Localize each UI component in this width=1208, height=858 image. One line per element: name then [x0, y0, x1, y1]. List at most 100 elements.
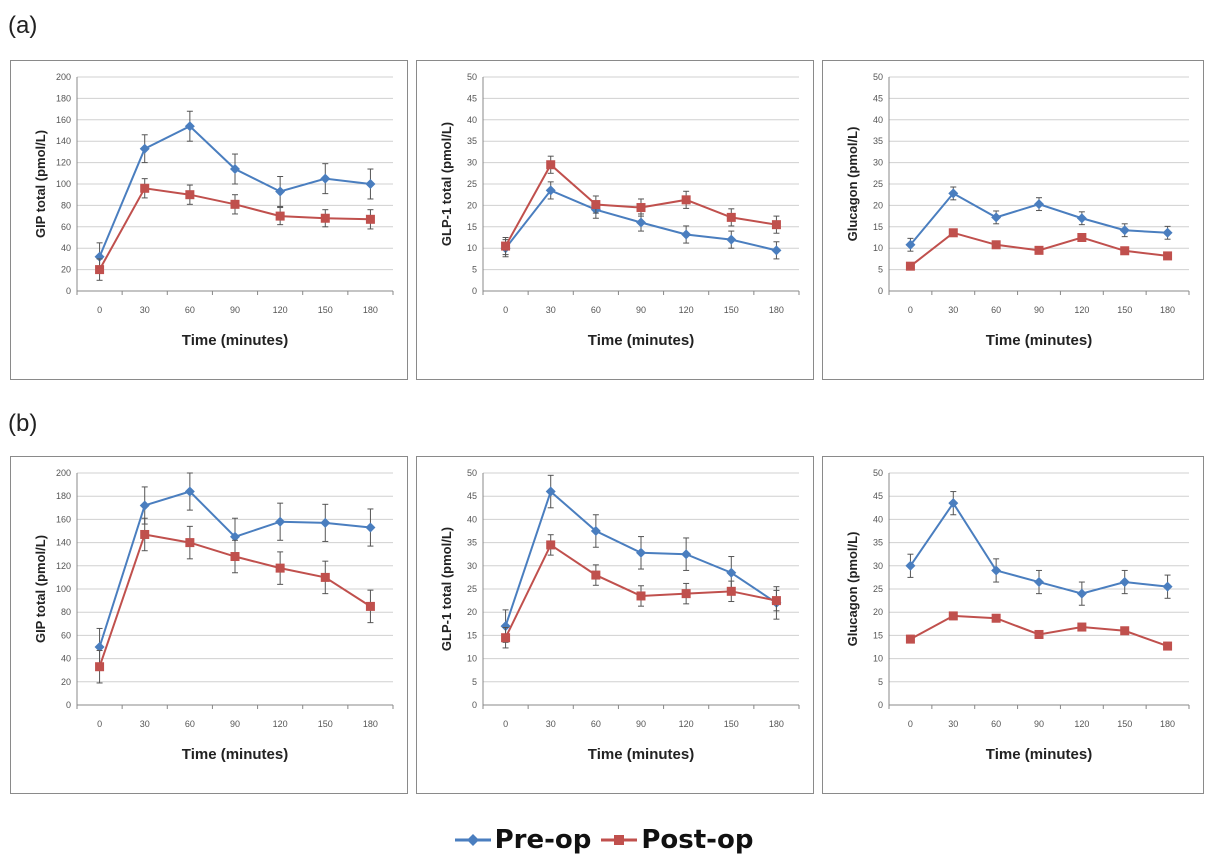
legend-marker-pre-op	[454, 834, 491, 846]
y-tick-label: 80	[61, 200, 71, 210]
data-point-pre-op	[948, 188, 959, 199]
data-point-post-op	[140, 529, 150, 539]
y-tick-label: 5	[472, 265, 477, 275]
chart-svg: 0 20 40 60 80 100 120 140 160 180 200 0 30 60 90 120 150…	[33, 468, 394, 763]
data-point-post-op	[140, 183, 150, 193]
chart-a-gip: 0 20 40 60 80 100 120 140 160 180 200 0 30 60 90 120 150…	[10, 60, 408, 380]
data-point-post-op	[1077, 622, 1087, 632]
x-tick-label: 0	[908, 719, 913, 729]
data-point-pre-op	[1076, 213, 1087, 224]
data-point-pre-op	[320, 173, 331, 184]
x-tick-label: 120	[273, 305, 288, 315]
data-point-pre-op	[184, 121, 195, 132]
y-tick-label: 30	[873, 158, 883, 168]
y-tick-label: 160	[56, 115, 71, 125]
y-tick-label: 25	[467, 584, 477, 594]
y-tick-label: 0	[472, 700, 477, 710]
y-tick-label: 15	[467, 222, 477, 232]
data-point-post-op	[771, 596, 781, 606]
legend-item-pre-op: Pre-op	[454, 825, 591, 855]
y-tick-label: 40	[467, 514, 477, 524]
x-tick-label: 90	[1034, 719, 1044, 729]
chart-svg: 0 5 10 15 20 25 30 35 40 45 50 0 30 60 90 120 150 180 Time…	[439, 72, 800, 349]
x-tick-label: 60	[991, 305, 1001, 315]
x-axis-title: Time (minutes)	[588, 746, 694, 763]
x-tick-label: 60	[591, 305, 601, 315]
x-tick-label: 180	[363, 305, 378, 315]
data-point-post-op	[185, 538, 195, 548]
data-point-pre-op	[230, 531, 240, 542]
x-tick-label: 120	[679, 305, 694, 315]
data-point-pre-op	[94, 251, 105, 262]
x-tick-label: 0	[97, 719, 102, 729]
data-point-post-op	[1034, 245, 1044, 255]
data-point-pre-op	[1034, 199, 1044, 210]
x-tick-label: 60	[185, 305, 195, 315]
y-tick-label: 60	[61, 630, 71, 640]
x-tick-label: 180	[769, 719, 784, 729]
x-tick-label: 30	[140, 305, 150, 315]
data-point-pre-op	[991, 565, 1002, 576]
x-tick-label: 30	[140, 719, 150, 729]
data-point-pre-op	[1119, 225, 1130, 236]
y-tick-label: 0	[66, 700, 71, 710]
data-point-post-op	[1163, 251, 1173, 261]
y-tick-label: 35	[467, 136, 477, 146]
legend-label-post-op: Post-op	[641, 825, 754, 855]
data-point-post-op	[771, 220, 781, 230]
data-point-post-op	[681, 195, 691, 205]
y-tick-label: 15	[873, 630, 883, 640]
x-tick-label: 150	[318, 719, 333, 729]
x-tick-label: 90	[636, 305, 646, 315]
y-tick-label: 30	[467, 158, 477, 168]
x-tick-label: 0	[503, 719, 508, 729]
data-point-post-op	[1163, 641, 1173, 651]
y-tick-label: 25	[467, 179, 477, 189]
chart-b-glp1: 0 5 10 15 20 25 30 35 40 45 50 0 30 60 90 120 150 180 Time…	[416, 456, 814, 794]
y-tick-label: 30	[873, 561, 883, 571]
data-point-pre-op	[275, 186, 286, 197]
y-tick-label: 10	[467, 654, 477, 664]
y-tick-label: 80	[61, 607, 71, 617]
x-tick-label: 60	[185, 719, 195, 729]
data-point-post-op	[1077, 233, 1087, 242]
data-point-post-op	[365, 601, 375, 611]
data-point-pre-op	[905, 239, 916, 250]
data-point-post-op	[275, 211, 285, 221]
x-tick-label: 60	[591, 719, 601, 729]
y-tick-label: 0	[878, 700, 883, 710]
data-point-post-op	[230, 199, 240, 209]
y-tick-label: 120	[56, 158, 71, 168]
y-axis-title: GIP total (pmol/L)	[33, 535, 48, 643]
data-point-pre-op	[365, 522, 376, 533]
data-point-post-op	[95, 265, 105, 275]
data-point-post-op	[546, 160, 556, 170]
y-tick-label: 0	[878, 286, 883, 296]
x-tick-label: 30	[546, 305, 556, 315]
x-axis-title: Time (minutes)	[986, 332, 1092, 349]
data-point-pre-op	[320, 517, 331, 528]
data-point-post-op	[185, 190, 195, 200]
data-point-post-op	[948, 611, 958, 621]
y-tick-label: 0	[66, 286, 71, 296]
y-axis-title: GLP-1 total (pmol/L)	[439, 527, 454, 651]
chart-a-glucagon: 0 5 10 15 20 25 30 35 40 45 50 0 30 60 90 120 150 180 Time…	[822, 60, 1204, 380]
data-point-pre-op	[771, 245, 782, 256]
data-point-post-op	[501, 241, 511, 251]
y-tick-label: 45	[873, 491, 883, 501]
data-point-post-op	[546, 540, 556, 550]
y-axis-title: GLP-1 total (pmol/L)	[439, 122, 454, 246]
y-tick-label: 10	[873, 243, 883, 253]
x-tick-label: 90	[1034, 305, 1044, 315]
y-tick-label: 200	[56, 468, 71, 478]
chart-svg: 0 5 10 15 20 25 30 35 40 45 50 0 30 60 90 120 150 180 Time…	[845, 72, 1190, 349]
x-tick-label: 0	[97, 305, 102, 315]
y-tick-label: 100	[56, 584, 71, 594]
y-tick-label: 40	[873, 514, 883, 524]
y-tick-label: 100	[56, 179, 71, 189]
y-tick-label: 40	[467, 115, 477, 125]
data-point-pre-op	[1162, 581, 1173, 592]
data-point-post-op	[320, 572, 330, 582]
y-axis-title: Glucagon (pmol/L)	[845, 127, 860, 242]
y-tick-label: 20	[467, 607, 477, 617]
